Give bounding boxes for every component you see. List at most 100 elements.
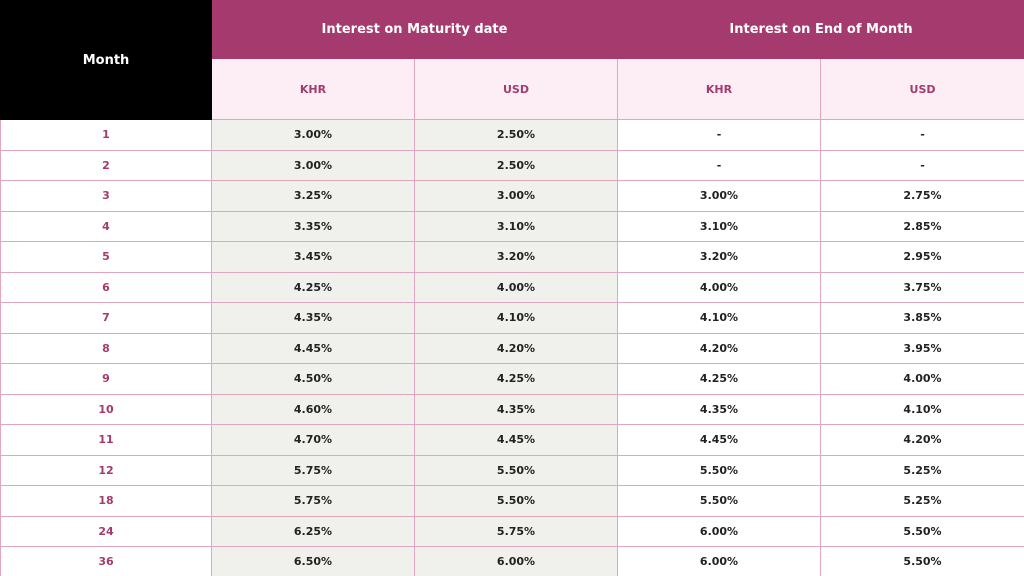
rate-cell: 4.60% — [211, 393, 415, 425]
rate-cell: 3.00% — [211, 119, 415, 151]
rate-cell: 3.85% — [820, 302, 1024, 334]
rate-cell: 5.50% — [413, 485, 619, 517]
month-cell: 24 — [0, 515, 212, 547]
rate-cell: 4.45% — [211, 332, 415, 364]
month-cell: 7 — [0, 302, 212, 334]
rate-cell: 6.00% — [617, 546, 822, 576]
rate-cell: 4.00% — [617, 271, 822, 303]
table-row: 3 3.25% 3.00% 3.00% 2.75% — [0, 180, 1024, 212]
rate-cell: 4.45% — [617, 424, 822, 456]
rate-cell: - — [820, 149, 1024, 181]
rate-cell: 6.50% — [211, 546, 415, 576]
rate-cell: 5.50% — [617, 485, 822, 517]
table-row: 36 6.50% 6.00% 6.00% 5.50% — [0, 546, 1024, 576]
table-row: 18 5.75% 5.50% 5.50% 5.25% — [0, 485, 1024, 517]
rate-cell: 4.00% — [413, 271, 619, 303]
month-cell: 4 — [0, 210, 212, 242]
table-header: Month Interest on Maturity date Interest… — [0, 0, 1024, 120]
sub-header: KHR — [617, 58, 822, 120]
rate-cell: 4.35% — [413, 393, 619, 425]
rate-cell: 3.10% — [617, 210, 822, 242]
rate-cell: 3.20% — [413, 241, 619, 273]
rate-cell: 3.20% — [617, 241, 822, 273]
rate-cell: 5.50% — [413, 454, 619, 486]
rate-cell: 3.00% — [413, 180, 619, 212]
rate-cell: 4.10% — [820, 393, 1024, 425]
rate-cell: 3.25% — [211, 180, 415, 212]
sub-header: USD — [413, 58, 619, 120]
rate-cell: 4.20% — [617, 332, 822, 364]
rate-cell: 2.85% — [820, 210, 1024, 242]
month-cell: 18 — [0, 485, 212, 517]
rate-cell: - — [820, 119, 1024, 151]
rate-cell: 4.35% — [617, 393, 822, 425]
table-row: 9 4.50% 4.25% 4.25% 4.00% — [0, 363, 1024, 395]
rate-cell: 5.50% — [820, 546, 1024, 576]
rate-cell: 3.00% — [617, 180, 822, 212]
month-cell: 12 — [0, 454, 212, 486]
month-cell: 1 — [0, 119, 212, 151]
month-cell: 11 — [0, 424, 212, 456]
rate-cell: 3.95% — [820, 332, 1024, 364]
rate-cell: 3.10% — [413, 210, 619, 242]
month-cell: 3 — [0, 180, 212, 212]
month-cell: 9 — [0, 363, 212, 395]
table-row: 7 4.35% 4.10% 4.10% 3.85% — [0, 302, 1024, 334]
month-cell: 36 — [0, 546, 212, 576]
table-body: 1 3.00% 2.50% - -2 3.00% 2.50% - -3 3.25% 3.00% 3.0… — [0, 119, 1024, 576]
table-row: 8 4.45% 4.20% 4.20% 3.95% — [0, 332, 1024, 364]
sub-header-row: KHR USD KHR USD — [1, 58, 1024, 120]
month-cell: 10 — [0, 393, 212, 425]
rate-cell: 5.75% — [211, 485, 415, 517]
rate-cell: 2.95% — [820, 241, 1024, 273]
rate-cell: 5.75% — [413, 515, 619, 547]
table-row: 5 3.45% 3.20% 3.20% 2.95% — [0, 241, 1024, 273]
table-row: 11 4.70% 4.45% 4.45% 4.20% — [0, 424, 1024, 456]
rate-cell: 5.25% — [820, 454, 1024, 486]
rate-cell: 4.70% — [211, 424, 415, 456]
rate-cell: 2.50% — [413, 149, 619, 181]
rate-cell: 5.50% — [820, 515, 1024, 547]
table-row: 2 3.00% 2.50% - - — [0, 149, 1024, 181]
rate-cell: 5.25% — [820, 485, 1024, 517]
rate-cell: 3.75% — [820, 271, 1024, 303]
rate-cell: 4.00% — [820, 363, 1024, 395]
rate-cell: 6.25% — [211, 515, 415, 547]
rate-cell: 3.00% — [211, 149, 415, 181]
rate-cell: 4.25% — [413, 363, 619, 395]
group-header: Interest on Maturity date — [210, 0, 619, 59]
table-row: 24 6.25% 5.75% 6.00% 5.50% — [0, 515, 1024, 547]
month-cell: 8 — [0, 332, 212, 364]
rate-cell: 4.35% — [211, 302, 415, 334]
group-header: Interest on End of Month — [617, 0, 1024, 59]
rate-cell: 4.10% — [617, 302, 822, 334]
rate-cell: 4.45% — [413, 424, 619, 456]
rate-cell: 6.00% — [413, 546, 619, 576]
rate-cell: 4.50% — [211, 363, 415, 395]
rate-cell: - — [617, 149, 822, 181]
rate-cell: 4.25% — [211, 271, 415, 303]
table-row: 1 3.00% 2.50% - - — [0, 119, 1024, 151]
sub-header: KHR — [211, 58, 415, 120]
rate-cell: 2.50% — [413, 119, 619, 151]
month-cell: 5 — [0, 241, 212, 273]
rate-cell: - — [617, 119, 822, 151]
table-row: 4 3.35% 3.10% 3.10% 2.85% — [0, 210, 1024, 242]
rate-cell: 5.50% — [617, 454, 822, 486]
table-row: 12 5.75% 5.50% 5.50% 5.25% — [0, 454, 1024, 486]
month-header: Month — [0, 0, 212, 120]
rate-cell: 4.25% — [617, 363, 822, 395]
rate-cell: 2.75% — [820, 180, 1024, 212]
month-cell: 2 — [0, 149, 212, 181]
rate-cell: 4.20% — [820, 424, 1024, 456]
table-row: 10 4.60% 4.35% 4.35% 4.10% — [0, 393, 1024, 425]
rate-cell: 5.75% — [211, 454, 415, 486]
rate-cell: 6.00% — [617, 515, 822, 547]
rate-cell: 4.10% — [413, 302, 619, 334]
rate-cell: 3.35% — [211, 210, 415, 242]
rate-cell: 3.45% — [211, 241, 415, 273]
table-row: 6 4.25% 4.00% 4.00% 3.75% — [0, 271, 1024, 303]
sub-header: USD — [820, 58, 1024, 120]
